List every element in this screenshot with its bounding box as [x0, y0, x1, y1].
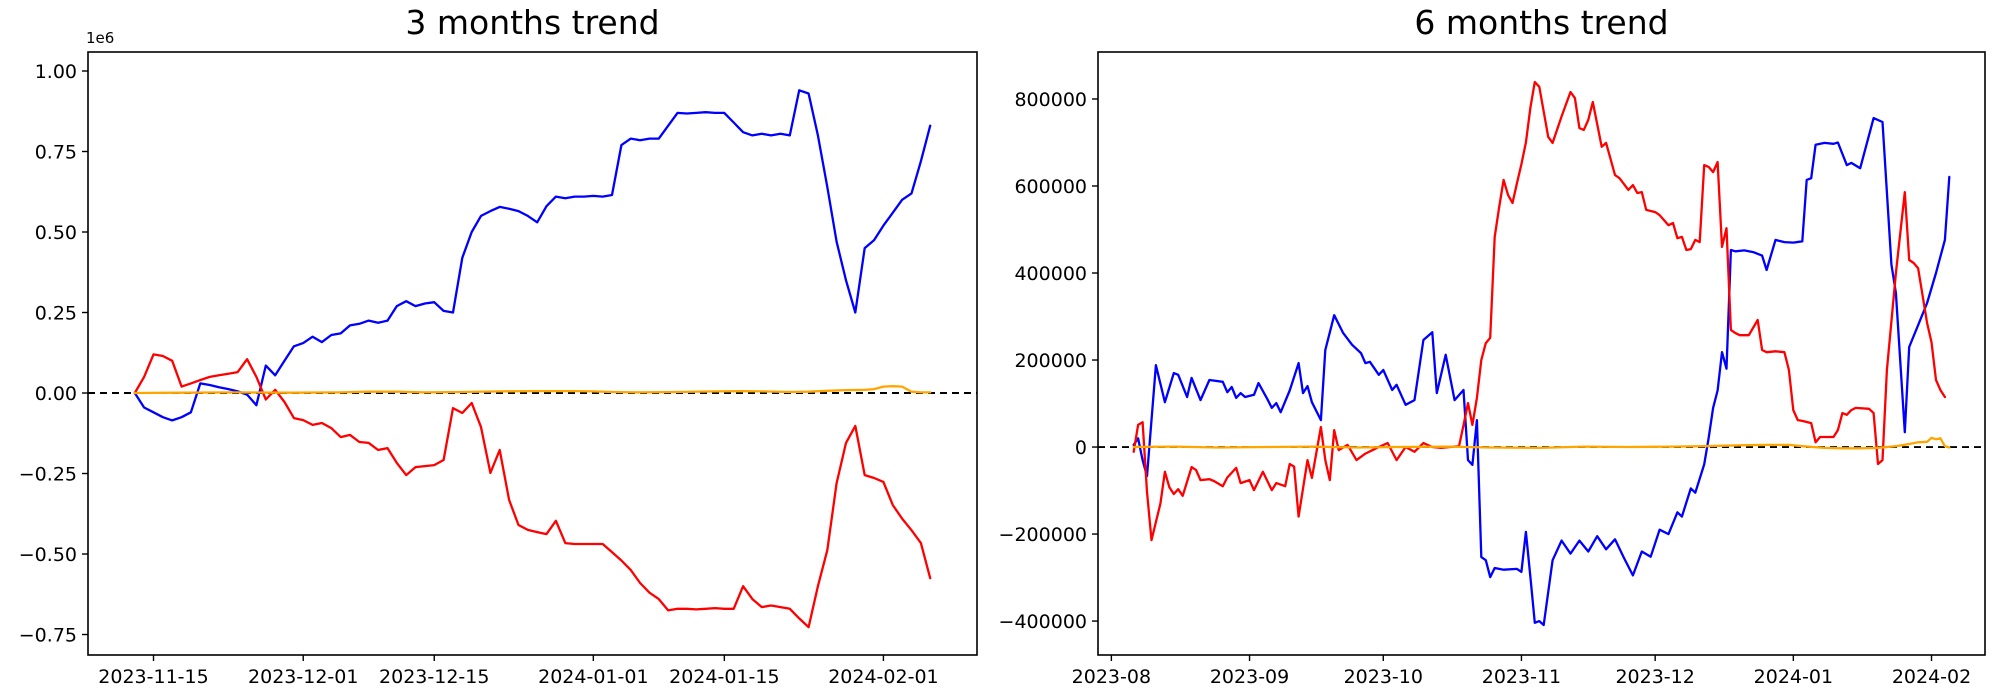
x-tick-label: 2023-12-01 — [248, 666, 358, 688]
y-tick-label: 200000 — [1014, 350, 1087, 372]
series-line-red — [1132, 80, 1947, 542]
series-line-orange — [133, 385, 932, 395]
axes-frame — [87, 51, 978, 656]
y-tick-label: −0.50 — [19, 544, 77, 566]
y-tick-label: 0 — [1075, 437, 1087, 459]
series-line-blue — [133, 89, 932, 422]
y-tick-label: −0.25 — [19, 464, 77, 486]
series-line-blue — [1132, 116, 1951, 627]
six-months-chart: 2023-08 2023-09 2023-10 2023-11 2023-12 2024-… — [999, 51, 1986, 688]
three-months-chart: 2023-11-15 2023-12-01 2023-12-15 2024-01-01… — [19, 51, 978, 688]
y-tick-label: −400000 — [999, 611, 1087, 633]
six-months-chart-title: 6 months trend — [1414, 3, 1669, 42]
three-months-chart-title: 3 months trend — [405, 3, 660, 42]
x-tick-label: 2023-11 — [1482, 666, 1561, 688]
y-tick-label: 800000 — [1014, 89, 1087, 111]
x-tick-label: 2024-02-01 — [828, 666, 938, 688]
x-tick-label: 2023-11-15 — [98, 666, 208, 688]
y-tick-label: 400000 — [1014, 263, 1087, 285]
x-tick-label: 2024-02 — [1892, 666, 1971, 688]
x-tick-label: 2023-12 — [1615, 666, 1694, 688]
x-tick-label: 2024-01 — [1754, 666, 1833, 688]
x-tick-label: 2024-01-01 — [538, 666, 648, 688]
y-tick-label: 0.00 — [35, 383, 77, 405]
y-tick-label: −200000 — [999, 524, 1087, 546]
y-tick-label: −0.75 — [19, 625, 77, 647]
series-line-red — [133, 353, 932, 629]
x-tick-label: 2024-01-15 — [669, 666, 779, 688]
y-tick-label: 0.75 — [35, 142, 77, 164]
x-tick-label: 2023-08 — [1072, 666, 1151, 688]
y-tick-label: 0.25 — [35, 303, 77, 325]
x-tick-label: 2023-12-15 — [379, 666, 489, 688]
y-tick-label: 600000 — [1014, 176, 1087, 198]
axes-frame — [1097, 51, 1986, 656]
y-axis-offset-label: 1e6 — [86, 29, 115, 47]
x-tick-label: 2023-09 — [1210, 666, 1289, 688]
y-tick-label: 0.50 — [35, 222, 77, 244]
y-tick-label: 1.00 — [35, 61, 77, 83]
x-tick-label: 2023-10 — [1344, 666, 1423, 688]
series-line-orange — [1132, 436, 1951, 450]
